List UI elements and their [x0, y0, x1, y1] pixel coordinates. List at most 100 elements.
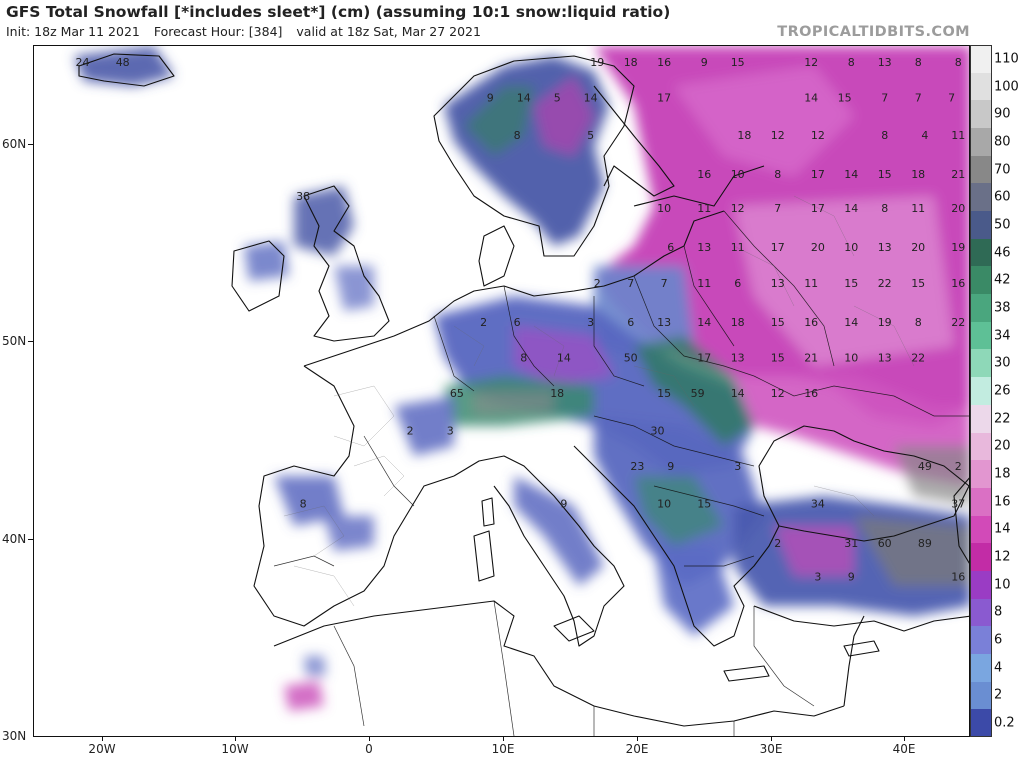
- snow-value-label: 15: [844, 277, 858, 290]
- colorbar-swatch: [970, 404, 992, 433]
- snow-value-label: 19: [590, 56, 604, 69]
- snow-value-label: 12: [771, 129, 785, 142]
- lon-tick: [235, 737, 236, 741]
- brand-watermark[interactable]: TROPICALTIDBITS.COM: [777, 24, 970, 40]
- colorbar-swatch: [970, 377, 992, 406]
- colorbar-swatch: [970, 515, 992, 544]
- snow-value-label: 13: [657, 316, 671, 329]
- colorbar-label: 20: [994, 438, 1011, 454]
- snow-value-label: 10: [844, 352, 858, 365]
- snow-value-label: 7: [627, 277, 634, 290]
- lat-tick: [28, 341, 33, 342]
- snow-value-label: 8: [848, 56, 855, 69]
- snow-value-label: 11: [951, 129, 965, 142]
- colorbar-label: 110: [994, 51, 1019, 67]
- lon-label-10e: 10E: [491, 742, 515, 756]
- snow-value-label: 8: [300, 498, 307, 511]
- snow-value-label: 10: [844, 241, 858, 254]
- colorbar-swatch: [970, 570, 992, 600]
- snow-value-label: 16: [657, 56, 671, 69]
- snow-value-label: 15: [911, 277, 925, 290]
- init-time: Init: 18z Mar 11 2021: [6, 24, 140, 39]
- colorbar-label: 16: [994, 494, 1011, 510]
- snow-value-label: 7: [948, 91, 955, 104]
- snow-value-label: 48: [116, 56, 130, 69]
- colorbar-swatch: [970, 155, 992, 184]
- snow-value-label: 3: [587, 316, 594, 329]
- snow-value-label: 13: [731, 352, 745, 365]
- snow-value-label: 7: [774, 202, 781, 215]
- snow-value-label: 4: [921, 129, 928, 142]
- snow-value-label: 49: [918, 460, 932, 473]
- colorbar-swatch: [970, 294, 992, 323]
- colorbar-swatch: [970, 598, 992, 627]
- snow-value-label: 30: [651, 425, 665, 438]
- colorbar-swatch: [970, 487, 992, 517]
- snow-value-label: 13: [771, 277, 785, 290]
- snow-value-label: 2: [594, 277, 601, 290]
- snowfall-shading: [74, 46, 969, 711]
- province-borders: [283, 195, 915, 607]
- snow-value-label: 9: [667, 460, 674, 473]
- snow-value-label: 17: [771, 241, 785, 254]
- colorbar-swatch: [970, 349, 992, 378]
- snow-value-label: 13: [878, 56, 892, 69]
- lat-label-50n: 50N: [2, 334, 27, 348]
- snow-value-label: 12: [771, 387, 785, 400]
- snow-value-label: 2: [774, 537, 781, 550]
- snow-value-label: 15: [771, 316, 785, 329]
- snow-value-label: 17: [811, 168, 825, 181]
- snow-value-label: 5: [554, 91, 561, 104]
- map-canvas: 24 48 19 18 16 9 15 12 8 13 8 89 14 5 14 17 14 15 7 7 78 5 18 1…: [74, 46, 969, 736]
- snow-value-label: 16: [804, 387, 818, 400]
- snow-value-label: 17: [811, 202, 825, 215]
- lon-tick: [771, 737, 772, 741]
- snow-value-label: 31: [844, 537, 858, 550]
- snow-value-label: 6: [667, 241, 674, 254]
- snow-value-label: 14: [731, 387, 745, 400]
- lat-label-40n: 40N: [2, 532, 27, 546]
- snow-value-label: 15: [878, 168, 892, 181]
- snow-value-label: 15: [838, 91, 852, 104]
- snow-value-label: 50: [624, 352, 638, 365]
- colorbar-swatch: [970, 432, 992, 461]
- colorbar-label: 34: [994, 328, 1011, 344]
- colorbar-label: 4: [994, 660, 1003, 676]
- snow-value-label: 22: [911, 352, 925, 365]
- snow-value-labels: 24 48 19 18 16 9 15 12 8 13 8 89 14 5 14 17 14 15 7 7 78 5 18 1…: [76, 56, 966, 584]
- lon-label-10w: 10W: [221, 742, 249, 756]
- colorbar-label: 22: [994, 411, 1011, 427]
- snow-value-label: 19: [878, 316, 892, 329]
- colorbar-label: 18: [994, 466, 1011, 482]
- colorbar-label: 70: [994, 162, 1011, 178]
- colorbar-swatch: [970, 653, 992, 683]
- snow-value-label: 8: [881, 129, 888, 142]
- snow-value-label: 7: [881, 91, 888, 104]
- colorbar-label: 6: [994, 632, 1003, 648]
- lon-label-40e: 40E: [892, 742, 916, 756]
- snow-value-label: 14: [697, 316, 711, 329]
- forecast-hour: Forecast Hour: [384]: [153, 24, 283, 39]
- snow-value-label: 18: [731, 316, 745, 329]
- snow-value-label: 19: [951, 241, 965, 254]
- colorbar-label: 90: [994, 106, 1011, 122]
- snow-value-label: 12: [731, 202, 745, 215]
- lon-label-20w: 20W: [88, 742, 116, 756]
- lon-label-0: 0: [365, 742, 373, 756]
- colorbar-label: 12: [994, 549, 1011, 565]
- lon-tick: [503, 737, 504, 741]
- snow-value-label: 13: [878, 241, 892, 254]
- snow-value-label: 7: [661, 277, 668, 290]
- snow-value-label: 12: [804, 56, 818, 69]
- colorbar-swatch: [970, 72, 992, 101]
- colorbar-swatch: [970, 321, 992, 350]
- colorbar-swatch: [970, 211, 992, 240]
- snow-value-label: 8: [881, 202, 888, 215]
- snow-value-label: 3: [734, 460, 741, 473]
- snow-value-label: 16: [804, 316, 818, 329]
- snow-value-label: 8: [520, 352, 527, 365]
- map-title: GFS Total Snowfall [*includes sleet*] (c…: [6, 3, 671, 21]
- lat-tick: [28, 539, 33, 540]
- snow-value-label: 14: [584, 91, 598, 104]
- snow-value-label: 15: [697, 498, 711, 511]
